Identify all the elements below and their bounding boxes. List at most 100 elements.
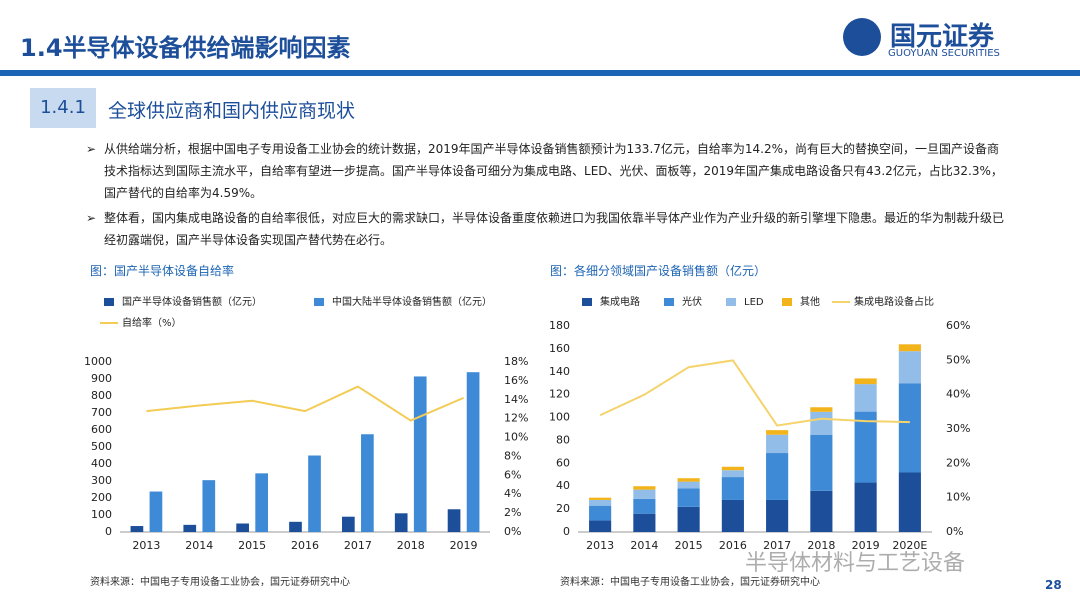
bar <box>810 490 833 532</box>
bar <box>466 372 480 532</box>
x-tick-label: 2019 <box>852 539 880 552</box>
bar <box>766 453 789 500</box>
legend-swatch <box>582 298 592 306</box>
bar <box>255 473 268 532</box>
y-tick-label: 200 <box>91 491 112 504</box>
bar <box>766 430 789 435</box>
bar <box>130 526 144 532</box>
y-tick-label: 40 <box>556 479 570 492</box>
legend-swatch <box>726 298 736 306</box>
x-tick-label: 2020E <box>892 539 927 552</box>
bar <box>854 384 877 412</box>
y2-tick-label: 8% <box>504 449 521 462</box>
y-tick-label: 20 <box>556 502 570 515</box>
bar <box>633 498 656 514</box>
bar <box>633 486 656 490</box>
y2-tick-label: 12% <box>504 412 528 425</box>
page-title: 1.4半导体设备供给端影响因素 <box>20 34 351 62</box>
bar <box>721 470 744 478</box>
bar <box>810 411 833 435</box>
y2-tick-label: 10% <box>504 431 528 444</box>
bar <box>721 477 744 500</box>
y-tick-label: 800 <box>91 389 112 402</box>
x-tick-label: 2013 <box>132 539 160 552</box>
y-tick-label: 300 <box>91 474 112 487</box>
x-tick-label: 2018 <box>807 539 835 552</box>
bar <box>149 491 163 532</box>
y2-tick-label: 30% <box>946 422 970 435</box>
bar <box>589 499 612 506</box>
bar <box>810 434 833 491</box>
logo-text: 国元证券 <box>890 22 995 52</box>
legend-label: 集成电路 <box>600 295 640 308</box>
legend-label: 中国大陆半导体设备销售额（亿元） <box>332 295 492 308</box>
legend-swatch <box>782 298 792 306</box>
y-tick-label: 100 <box>549 411 570 424</box>
x-tick-label: 2016 <box>291 539 319 552</box>
bar <box>633 513 656 532</box>
legend-label: LED <box>744 297 764 308</box>
y2-tick-label: 6% <box>504 468 521 481</box>
watermark: 半导体材料与工艺设备 <box>745 551 966 576</box>
x-tick-label: 2015 <box>238 539 266 552</box>
x-tick-label: 2017 <box>763 539 791 552</box>
bar <box>413 376 427 532</box>
bar <box>677 481 700 489</box>
page-number: 28 <box>1045 578 1062 592</box>
line-series <box>599 359 910 427</box>
bar <box>447 509 461 532</box>
y-tick-label: 80 <box>556 433 570 446</box>
legend-swatch <box>664 298 674 306</box>
y2-tick-label: 0% <box>504 525 521 538</box>
y2-tick-label: 10% <box>946 491 970 504</box>
y2-tick-label: 60% <box>946 319 970 332</box>
logo-icon <box>843 18 881 56</box>
chart-source: 资料来源：中国电子专用设备工业协会，国元证券研究中心 <box>560 577 820 588</box>
bar <box>766 434 789 454</box>
y2-tick-label: 18% <box>504 355 528 368</box>
y-tick-label: 600 <box>91 423 112 436</box>
bar <box>854 378 877 385</box>
chart-caption: 图：各细分领域国产设备销售额（亿元） <box>550 264 767 278</box>
y-tick-label: 0 <box>563 525 570 538</box>
bar <box>721 499 744 532</box>
section-title: 全球供应商和国内供应商现状 <box>108 100 356 122</box>
y2-tick-label: 2% <box>504 506 521 519</box>
logo-subtext: GUOYUAN SECURITIES <box>888 48 1000 59</box>
bar <box>236 523 249 532</box>
x-tick-label: 2016 <box>719 539 747 552</box>
y2-tick-label: 0% <box>946 525 963 538</box>
y2-tick-label: 50% <box>946 353 970 366</box>
bar <box>394 513 408 532</box>
x-tick-label: 2014 <box>630 539 658 552</box>
bullet-text: 从供给端分析，根据中国电子专用设备工业协会的统计数据，2019年国产半导体设备销… <box>104 142 1003 200</box>
bar <box>342 516 355 532</box>
section-number: 1.4.1 <box>30 88 96 128</box>
bar <box>589 505 612 521</box>
bar <box>308 455 321 532</box>
bar <box>677 478 700 482</box>
legend-label: 集成电路设备占比 <box>854 295 934 308</box>
chart-caption: 图：国产半导体设备自给率 <box>90 264 235 278</box>
legend-label: 国产半导体设备销售额（亿元） <box>122 295 262 308</box>
bar <box>766 499 789 532</box>
legend-swatch <box>104 298 114 306</box>
legend-label: 其他 <box>800 295 820 308</box>
bar <box>898 344 921 352</box>
bar <box>202 480 216 532</box>
y-tick-label: 120 <box>549 388 570 401</box>
x-tick-label: 2013 <box>586 539 614 552</box>
y-tick-label: 900 <box>91 372 112 385</box>
bar <box>361 434 374 532</box>
bar <box>854 482 877 532</box>
y2-tick-label: 4% <box>504 487 521 500</box>
bar <box>677 488 700 507</box>
bar <box>589 520 612 532</box>
y-tick-label: 140 <box>549 365 570 378</box>
x-tick-label: 2018 <box>397 539 425 552</box>
y-tick-label: 400 <box>91 457 112 470</box>
legend-swatch <box>314 298 324 306</box>
y-tick-label: 160 <box>549 342 570 355</box>
bullet-text: 整体看，国内集成电路设备的自给率很低，对应巨大的需求缺口，半导体设备重度依赖进口… <box>104 211 1005 247</box>
